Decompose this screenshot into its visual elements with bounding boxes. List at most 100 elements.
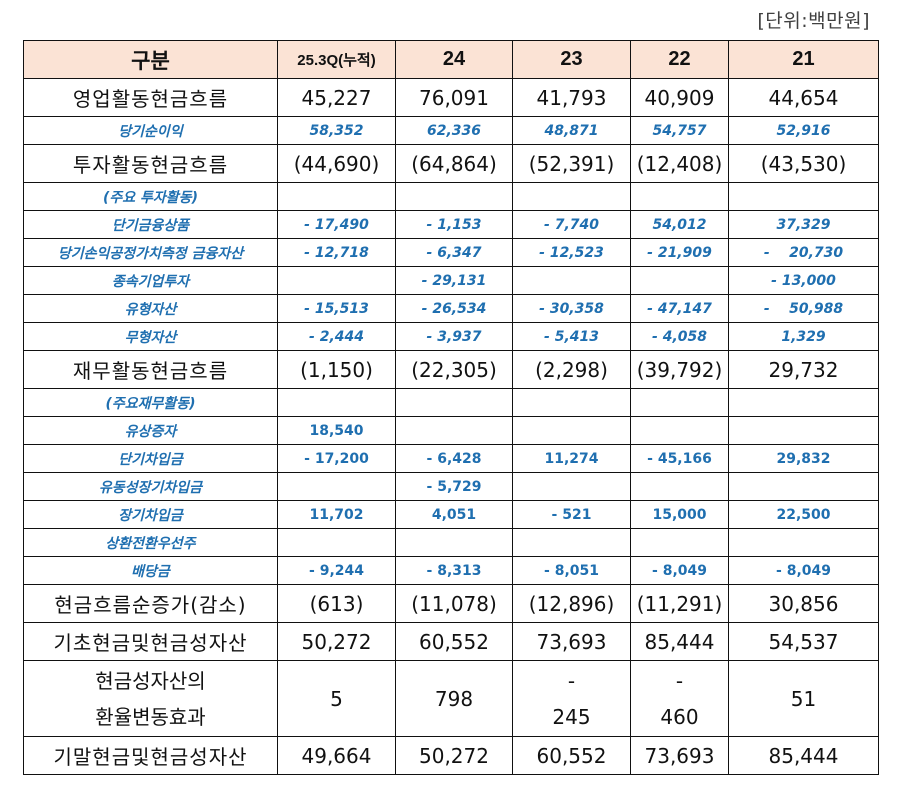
row-value: - 47,147 bbox=[630, 294, 729, 323]
row-value: 37,329 bbox=[728, 210, 879, 239]
row-value: - 8,049 bbox=[728, 556, 879, 585]
row-value bbox=[512, 182, 631, 211]
row-value: - 13,000 bbox=[728, 266, 879, 295]
header-category: 구분 bbox=[23, 40, 278, 79]
row-value: (11,078) bbox=[395, 584, 513, 623]
row-value: - 3,937 bbox=[395, 322, 513, 351]
row-value: 54,757 bbox=[630, 116, 729, 145]
row-value: - 1,153 bbox=[395, 210, 513, 239]
row-value: - 15,513 bbox=[277, 294, 396, 323]
row-label: 유형자산 bbox=[23, 294, 278, 323]
row-label: 투자활동현금흐름 bbox=[23, 144, 278, 183]
row-value: (11,291) bbox=[630, 584, 729, 623]
row-label: (주요재무활동) bbox=[23, 388, 278, 417]
row-value-line: - bbox=[567, 668, 576, 693]
row-value: - 460 bbox=[630, 660, 729, 737]
row-value: (12,408) bbox=[630, 144, 729, 183]
row-value: 30,856 bbox=[728, 584, 879, 623]
row-label: 유상증자 bbox=[23, 416, 278, 445]
row-value bbox=[512, 266, 631, 295]
header-col-23: 23 bbox=[512, 40, 631, 79]
row-value: 76,091 bbox=[395, 78, 513, 117]
row-value: - 8,051 bbox=[512, 556, 631, 585]
row-value: 29,732 bbox=[728, 350, 879, 389]
row-label-line1: 현금성자산의 bbox=[95, 668, 206, 693]
table-row: 당기손익공정가치측정 금융자산 - 12,718- 6,347- 12,523- … bbox=[23, 238, 879, 267]
row-label-line2: 환율변동효과 bbox=[95, 704, 206, 729]
row-label: 현금흐름순증가(감소) bbox=[23, 584, 278, 623]
row-value: - 12,718 bbox=[277, 238, 396, 267]
row-value: - 45,166 bbox=[630, 444, 729, 473]
row-value: 73,693 bbox=[630, 736, 729, 775]
row-value bbox=[728, 472, 879, 501]
row-value: (43,530) bbox=[728, 144, 879, 183]
table-row: 장기차입금 11,702 4,051- 521 15,000 22,500 bbox=[23, 500, 879, 529]
row-value bbox=[728, 388, 879, 417]
table-row: 기말현금및현금성자산 49,664 50,272 60,552 73,693 85,444 bbox=[23, 736, 879, 775]
row-value: 50,272 bbox=[277, 622, 396, 661]
table-row: (주요재무활동) bbox=[23, 388, 879, 417]
row-value bbox=[728, 416, 879, 445]
row-value: 4,051 bbox=[395, 500, 513, 529]
row-value bbox=[630, 528, 729, 557]
row-value: 1,329 bbox=[728, 322, 879, 351]
row-value bbox=[512, 416, 631, 445]
table-row: 영업활동현금흐름 45,227 76,091 41,793 40,909 44,654 bbox=[23, 78, 879, 117]
row-label: 배당금 bbox=[23, 556, 278, 585]
row-value: 49,664 bbox=[277, 736, 396, 775]
row-value: - 20,730 bbox=[728, 238, 879, 267]
row-value: 73,693 bbox=[512, 622, 631, 661]
table-row: 종속기업투자 - 29,131 - 13,000 bbox=[23, 266, 879, 295]
unit-label: [단위:백만원] bbox=[757, 10, 870, 32]
row-value bbox=[277, 266, 396, 295]
row-value bbox=[395, 388, 513, 417]
row-label: 재무활동현금흐름 bbox=[23, 350, 278, 389]
row-value bbox=[630, 388, 729, 417]
row-value bbox=[512, 388, 631, 417]
table-row: 현금성자산의 환율변동효과 5 798-245-460 51 bbox=[23, 660, 879, 737]
row-label: 기초현금및현금성자산 bbox=[23, 622, 278, 661]
row-value: (44,690) bbox=[277, 144, 396, 183]
row-value: 18,540 bbox=[277, 416, 396, 445]
row-value-line: - bbox=[675, 668, 684, 693]
row-value bbox=[395, 416, 513, 445]
cash-flow-table: 구분 25.3Q(누적) 24 23 22 21 영업활동현금흐름 45,227 7… bbox=[23, 40, 879, 775]
row-value: 85,444 bbox=[630, 622, 729, 661]
row-value: (22,305) bbox=[395, 350, 513, 389]
row-value bbox=[277, 472, 396, 501]
row-value: 51 bbox=[728, 660, 879, 737]
row-value: 54,537 bbox=[728, 622, 879, 661]
row-value bbox=[512, 528, 631, 557]
row-value bbox=[512, 472, 631, 501]
row-value: - 17,490 bbox=[277, 210, 396, 239]
row-value: 54,012 bbox=[630, 210, 729, 239]
table-row: 재무활동현금흐름 (1,150) (22,305) (2,298) (39,792) 29… bbox=[23, 350, 879, 389]
row-value: - 50,988 bbox=[728, 294, 879, 323]
table-row: 무형자산 - 2,444- 3,937- 5,413- 4,058 1,329 bbox=[23, 322, 879, 351]
row-value: - 6,347 bbox=[395, 238, 513, 267]
row-value: 44,654 bbox=[728, 78, 879, 117]
row-value bbox=[630, 472, 729, 501]
row-value: (12,896) bbox=[512, 584, 631, 623]
table-row: 유상증자 18,540 bbox=[23, 416, 879, 445]
row-label: 종속기업투자 bbox=[23, 266, 278, 295]
table-row: 유형자산 - 15,513- 26,534- 30,358- 47,147- 50… bbox=[23, 294, 879, 323]
row-value: - 29,131 bbox=[395, 266, 513, 295]
row-value bbox=[395, 528, 513, 557]
row-label: 당기손익공정가치측정 금융자산 bbox=[23, 238, 278, 267]
row-label: 영업활동현금흐름 bbox=[23, 78, 278, 117]
table-row: 단기차입금 - 17,200- 6,428 11,274- 45,166 29,832 bbox=[23, 444, 879, 473]
row-value: 50,272 bbox=[395, 736, 513, 775]
table-row: 단기금융상품 - 17,490- 1,153- 7,740 54,012 37,329 bbox=[23, 210, 879, 239]
row-value: 62,336 bbox=[395, 116, 513, 145]
row-value bbox=[630, 416, 729, 445]
row-value bbox=[630, 182, 729, 211]
row-label: (주요 투자활동) bbox=[23, 182, 278, 211]
row-value bbox=[630, 266, 729, 295]
table-header-row: 구분 25.3Q(누적) 24 23 22 21 bbox=[23, 40, 879, 79]
row-value: - 521 bbox=[512, 500, 631, 529]
header-col-22: 22 bbox=[630, 40, 729, 79]
row-value: 22,500 bbox=[728, 500, 879, 529]
row-value: - 7,740 bbox=[512, 210, 631, 239]
header-col-25-3q: 25.3Q(누적) bbox=[277, 40, 396, 79]
